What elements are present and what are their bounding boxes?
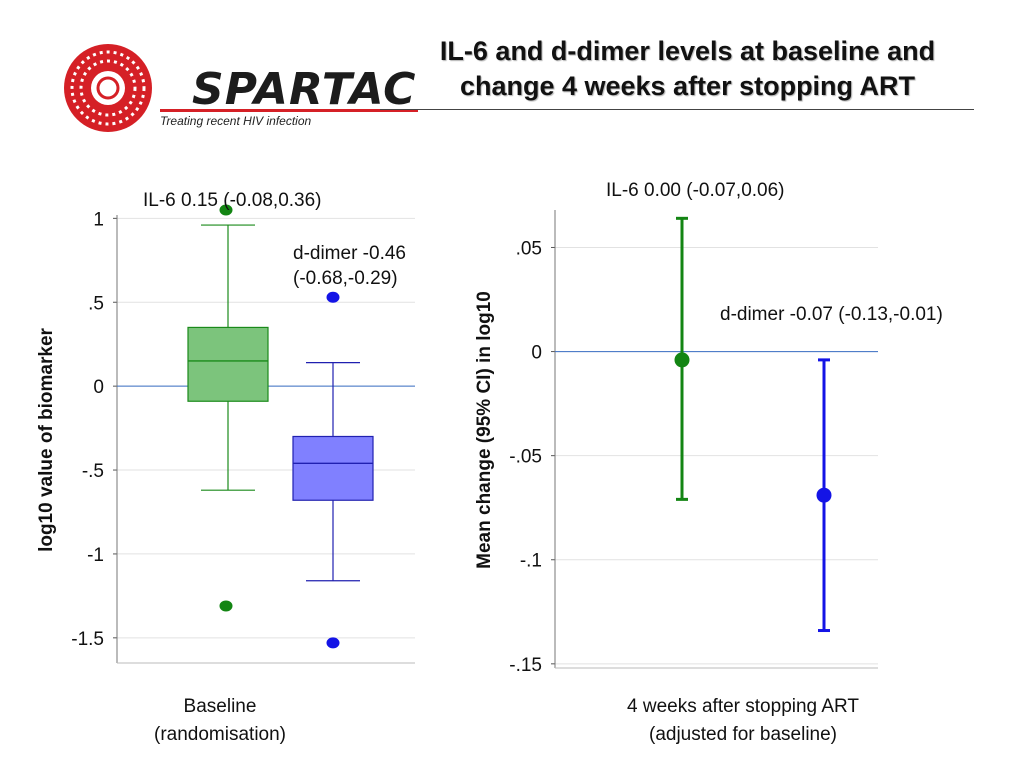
iqr-box: [187, 326, 269, 402]
logo-ring-dots: [70, 50, 146, 126]
y-tick-label: -.5: [82, 461, 104, 482]
change-errorbar-plot: .05 0 -.05 -.1 -.15: [509, 210, 878, 676]
y-tick-label: -.15: [509, 655, 542, 676]
slide-title: IL-6 and d-dimer levels at baseline and …: [395, 34, 980, 104]
logo-ring-dots-inner: [79, 59, 137, 117]
slide-title-line1: IL-6 and d-dimer levels at baseline and: [439, 36, 936, 66]
ddimer-baseline-annotation: d-dimer -0.46 (-0.68,-0.29): [293, 242, 406, 291]
y-tick-label: 0: [531, 343, 542, 364]
logo-underline: [160, 109, 418, 112]
iqr-box: [292, 435, 374, 501]
baseline-box-plot: 1 .5 0 -.5 -1 -1.5: [71, 204, 415, 664]
y-tick-label: -1: [87, 545, 104, 566]
y-tick-label: 0: [93, 377, 104, 398]
y-tick-label: -.05: [509, 447, 542, 468]
title-rule: [380, 109, 974, 110]
logo-tagline: Treating recent HIV infection: [160, 114, 312, 128]
slide-title-line2: change 4 weeks after stopping ART: [459, 71, 916, 102]
ddimer-baseline-annotation-line2: (-0.68,-0.29): [293, 267, 398, 289]
ddimer-baseline-annotation-line1: d-dimer -0.46: [293, 243, 406, 264]
mean-point: [816, 487, 832, 503]
y-tick-label: .5: [88, 293, 104, 314]
spartac-logo: SPARTAC Treating recent HIV infection: [60, 40, 418, 135]
left-x-caption-line2: (randomisation): [154, 723, 286, 745]
right-x-caption-line2: (adjusted for baseline): [649, 723, 837, 745]
logo-core: [91, 71, 125, 105]
outlier-point: [219, 600, 233, 612]
outlier-point: [326, 291, 340, 303]
left-x-caption-line1: Baseline: [183, 696, 257, 717]
ddimer-change-annotation: d-dimer -0.07 (-0.13,-0.01): [720, 304, 943, 325]
logo-emblem: [64, 44, 152, 132]
il6-baseline-annotation: IL-6 0.15 (-0.08,0.36): [143, 190, 322, 211]
y-tick-label: 1: [93, 209, 104, 230]
y-tick-label: -.1: [520, 551, 542, 572]
outlier-point: [326, 637, 340, 649]
right-x-axis-caption: 4 weeks after stopping ART (adjusted for…: [578, 693, 908, 748]
y-tick-label: .05: [516, 238, 542, 259]
left-y-axis-label: log10 value of biomarker: [36, 328, 57, 552]
outlier-point: [219, 204, 233, 216]
il6-change-annotation: IL-6 0.00 (-0.07,0.06): [606, 180, 785, 201]
logo-core-ring: [96, 76, 120, 100]
right-x-caption-line1: 4 weeks after stopping ART: [627, 696, 859, 717]
logo-wordmark: SPARTAC: [192, 64, 417, 115]
y-tick-label: -1.5: [71, 629, 104, 650]
mean-point: [674, 352, 690, 368]
left-x-axis-caption: Baseline (randomisation): [120, 693, 320, 748]
right-y-axis-label: Mean change (95% CI) in log10: [474, 291, 495, 569]
